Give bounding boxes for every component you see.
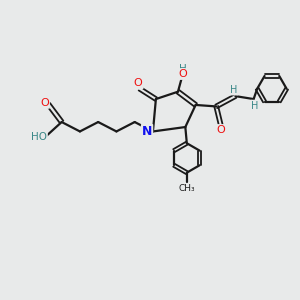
Text: H: H	[251, 100, 259, 110]
Text: O: O	[134, 79, 142, 88]
Text: H: H	[230, 85, 238, 94]
Text: HO: HO	[31, 132, 47, 142]
Text: N: N	[142, 125, 152, 138]
Text: H: H	[178, 64, 186, 74]
Text: CH₃: CH₃	[178, 184, 195, 193]
Text: O: O	[216, 125, 225, 135]
Text: O: O	[178, 69, 187, 79]
Text: O: O	[40, 98, 49, 108]
